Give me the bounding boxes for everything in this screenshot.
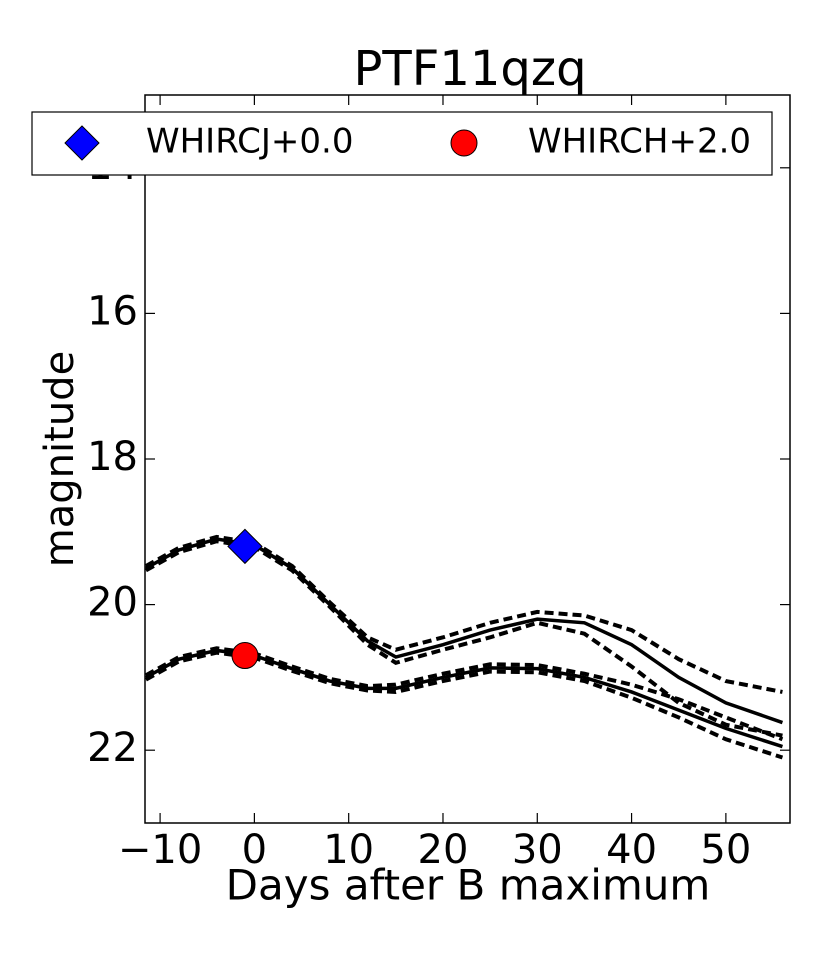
model-line	[144, 646, 784, 742]
x-tick-label: 0	[242, 827, 267, 873]
x-tick-label: 10	[323, 827, 374, 873]
legend-marker	[64, 125, 100, 161]
legend: WHIRCJ+0.0 WHIRCH+2.0	[31, 111, 773, 176]
plot-frame	[144, 94, 791, 824]
x-axis-label: Days after B maximum	[226, 861, 711, 910]
x-tick-label: 50	[700, 827, 751, 873]
y-tick-label: 18	[87, 434, 138, 480]
x-tick-label: 40	[606, 827, 657, 873]
chart-title: PTF11qzq	[353, 41, 586, 97]
y-tick-label: 22	[87, 725, 138, 771]
legend-label: WHIRCH+2.0	[528, 122, 751, 162]
y-tick-label: 20	[87, 580, 138, 626]
model-line	[144, 539, 783, 738]
x-tick-label: 20	[418, 827, 469, 873]
x-tick-label: −10	[118, 827, 202, 873]
legend-box	[31, 111, 773, 176]
legend-marker	[450, 129, 478, 157]
y-axis-label: magnitude	[37, 351, 83, 567]
model-line	[144, 534, 783, 694]
legend-label: WHIRCJ+0.0	[146, 122, 353, 162]
x-tick-label: 30	[512, 827, 563, 873]
data-point	[227, 528, 263, 565]
y-tick-label: 16	[87, 288, 138, 334]
model-line	[144, 650, 784, 760]
data-point	[231, 642, 259, 670]
